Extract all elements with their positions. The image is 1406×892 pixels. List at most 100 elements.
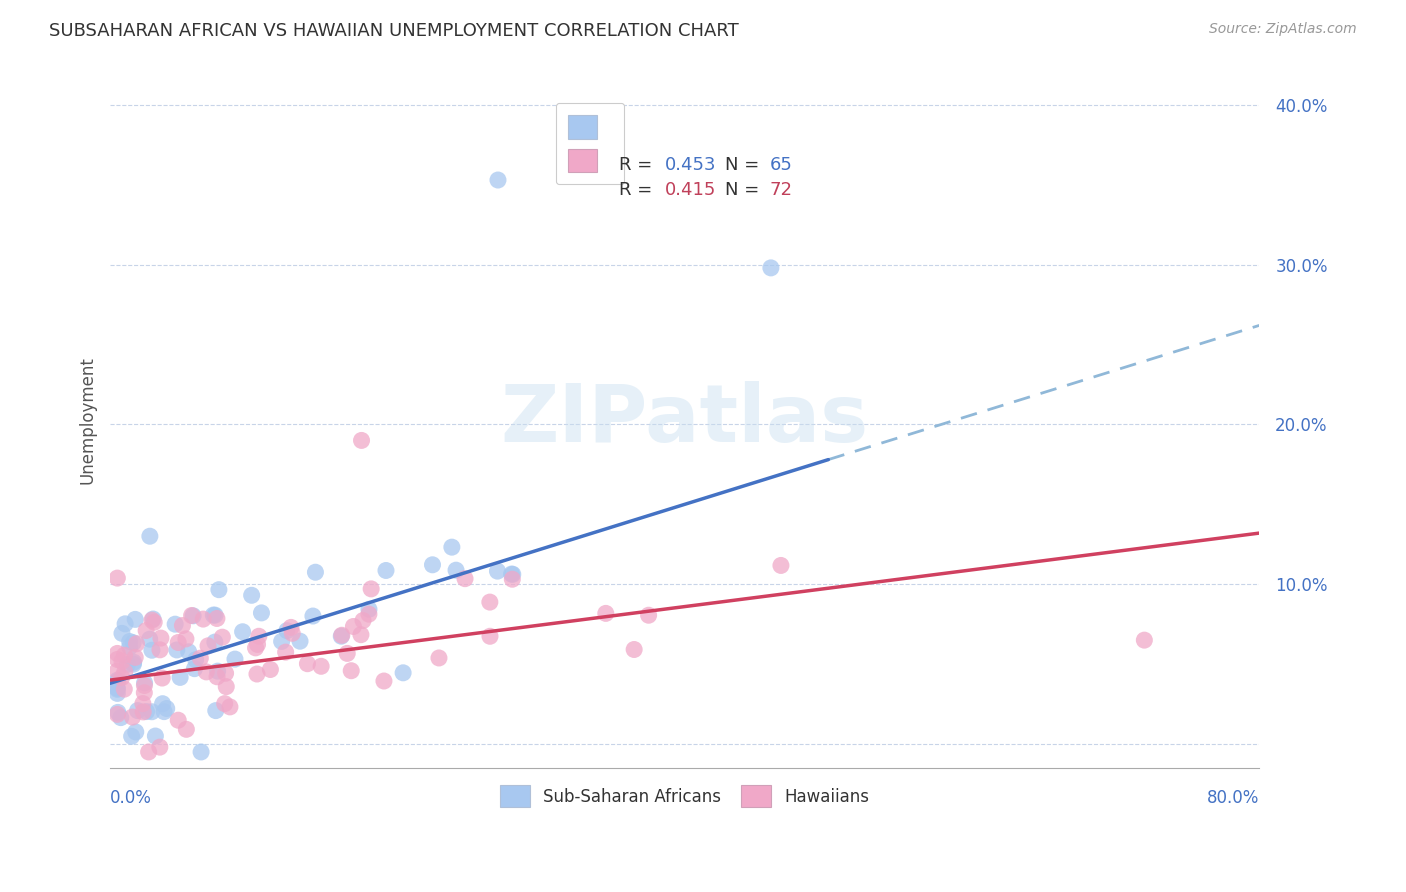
Point <box>357 607 380 622</box>
Point <box>501 572 523 586</box>
Point <box>110 711 132 725</box>
Text: SUBSAHARAN AFRICAN VS HAWAIIAN UNEMPLOYMENT CORRELATION CHART: SUBSAHARAN AFRICAN VS HAWAIIAN UNEMPLOYM… <box>49 22 740 40</box>
Point <box>637 608 659 623</box>
Point <box>422 558 444 572</box>
Point <box>288 634 311 648</box>
Point <box>156 701 179 715</box>
Point <box>124 650 146 665</box>
Point <box>169 670 191 684</box>
Point <box>111 670 134 684</box>
Point <box>375 564 398 578</box>
Point <box>111 654 134 668</box>
Point <box>105 647 128 661</box>
Point <box>246 637 269 651</box>
Point <box>143 615 166 630</box>
Point <box>114 648 136 663</box>
Point <box>392 665 415 680</box>
Point <box>142 612 165 626</box>
Point <box>207 664 229 678</box>
Point <box>304 566 326 580</box>
Point <box>132 697 155 711</box>
Text: 72: 72 <box>770 181 793 199</box>
Point <box>340 664 363 678</box>
Point <box>190 745 212 759</box>
Point <box>478 595 501 609</box>
Point <box>350 434 373 448</box>
Point <box>191 612 214 626</box>
Point <box>138 745 160 759</box>
Point <box>232 624 254 639</box>
Text: 0.415: 0.415 <box>665 181 716 199</box>
Point <box>444 563 467 577</box>
Point <box>141 705 163 719</box>
Point <box>250 606 273 620</box>
Point <box>114 665 136 679</box>
Point <box>281 626 304 640</box>
Point <box>118 634 141 648</box>
Point <box>280 620 302 634</box>
Point <box>180 608 202 623</box>
Legend: Sub-Saharan Africans, Hawaiians: Sub-Saharan Africans, Hawaiians <box>492 777 877 815</box>
Point <box>112 682 135 697</box>
Point <box>486 564 509 578</box>
Point <box>135 705 157 719</box>
Point <box>427 651 450 665</box>
Point <box>360 582 382 596</box>
Point <box>202 608 225 623</box>
Text: 0.453: 0.453 <box>665 156 716 174</box>
Point <box>105 664 128 678</box>
Y-axis label: Unemployment: Unemployment <box>79 357 96 484</box>
Point <box>105 682 128 697</box>
Point <box>145 729 167 743</box>
Point <box>121 710 143 724</box>
Point <box>454 572 477 586</box>
Point <box>105 707 128 722</box>
Text: Source: ZipAtlas.com: Source: ZipAtlas.com <box>1209 22 1357 37</box>
Point <box>117 657 139 672</box>
Point <box>478 629 501 643</box>
Point <box>105 686 128 700</box>
Point <box>127 704 149 718</box>
Point <box>204 608 226 623</box>
Point <box>176 723 198 737</box>
Point <box>132 705 155 719</box>
Text: 0.0%: 0.0% <box>110 789 152 806</box>
Point <box>352 614 374 628</box>
Point <box>149 643 172 657</box>
Point <box>134 679 156 693</box>
Point <box>105 652 128 666</box>
Point <box>214 697 236 711</box>
Point <box>1133 633 1156 648</box>
Point <box>302 609 325 624</box>
Point <box>105 571 128 585</box>
Text: 80.0%: 80.0% <box>1206 789 1260 806</box>
Point <box>208 582 231 597</box>
Point <box>153 705 176 719</box>
Point <box>214 666 236 681</box>
Point <box>166 643 188 657</box>
Text: N =: N = <box>725 156 765 174</box>
Point <box>259 663 281 677</box>
Point <box>188 651 211 665</box>
Point <box>623 642 645 657</box>
Point <box>219 699 242 714</box>
Point <box>274 645 297 659</box>
Text: R =: R = <box>620 156 658 174</box>
Point <box>183 662 205 676</box>
Point <box>105 673 128 688</box>
Point <box>150 671 173 685</box>
Point <box>121 729 143 743</box>
Point <box>440 540 463 554</box>
Point <box>135 624 157 638</box>
Point <box>204 704 226 718</box>
Point <box>139 529 162 543</box>
Point <box>240 588 263 602</box>
Point <box>167 713 190 727</box>
Point <box>245 640 267 655</box>
Point <box>149 740 172 755</box>
Point <box>297 657 319 671</box>
Point <box>141 643 163 657</box>
Point <box>330 628 353 642</box>
Point <box>165 617 187 632</box>
Point <box>122 636 145 650</box>
